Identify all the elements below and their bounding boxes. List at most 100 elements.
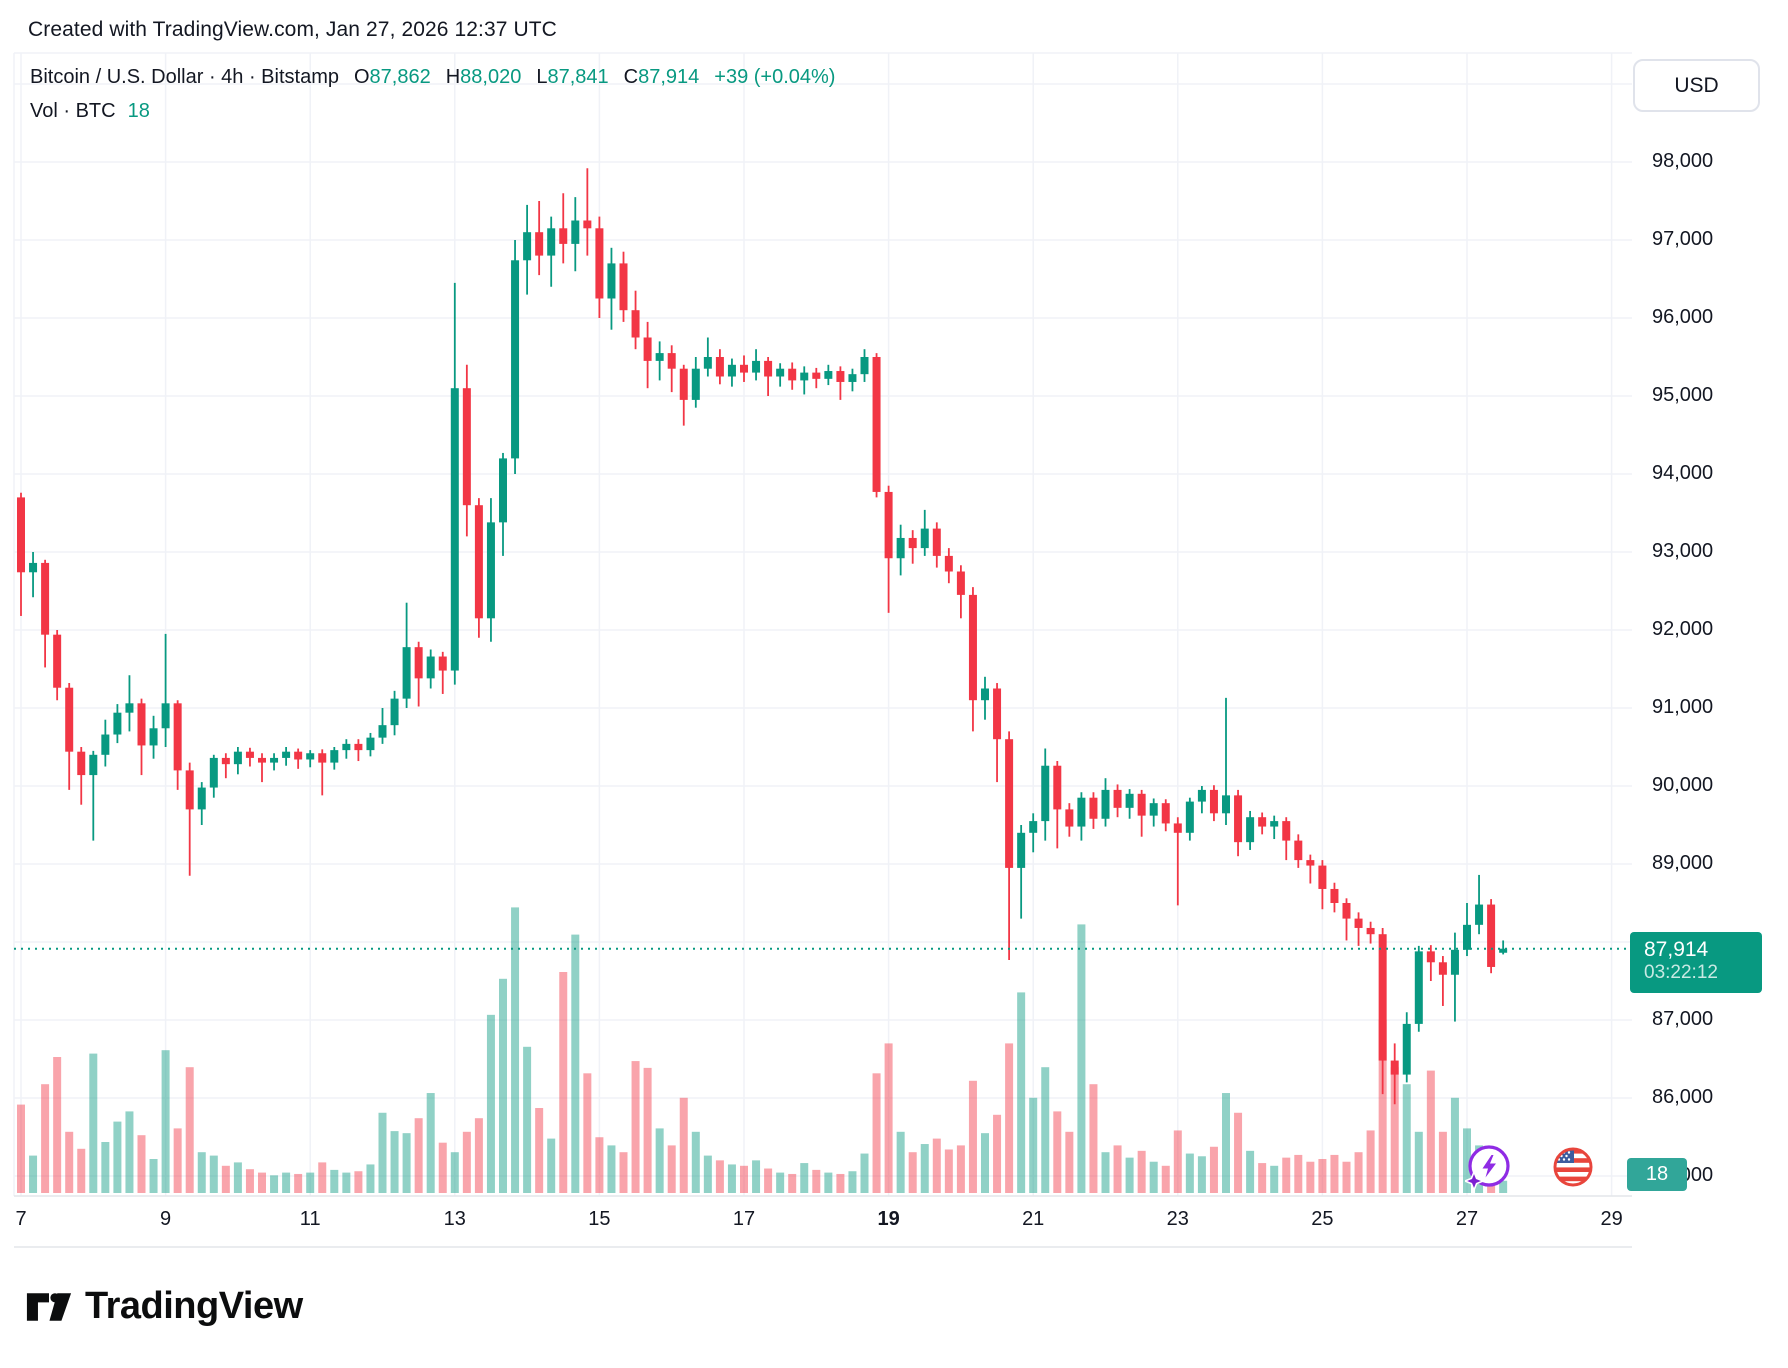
price-axis-label: 89,000 bbox=[1652, 852, 1714, 874]
candle-body bbox=[932, 528, 941, 556]
volume-bar bbox=[896, 1131, 905, 1193]
currency-usd-button[interactable]: USD bbox=[1633, 59, 1760, 112]
candle-body bbox=[752, 360, 761, 373]
price-scale[interactable]: USD 98,000 97,000 96,000 95,000 94,000 93,000… bbox=[1627, 0, 1788, 1247]
candle-body bbox=[1342, 903, 1351, 919]
volume-bar bbox=[836, 1173, 845, 1193]
volume-bar bbox=[968, 1080, 977, 1193]
volume-bar bbox=[1197, 1156, 1206, 1193]
candle-body bbox=[149, 728, 158, 746]
volume-bar bbox=[1234, 1112, 1243, 1193]
candle-body bbox=[1185, 801, 1194, 833]
candle-body bbox=[330, 750, 339, 763]
volume-bar bbox=[65, 1131, 74, 1193]
volume-bar bbox=[824, 1172, 833, 1193]
candle-body bbox=[1499, 948, 1508, 953]
volume-bar bbox=[462, 1131, 471, 1193]
volume-bar bbox=[727, 1164, 736, 1193]
candle-body bbox=[1414, 951, 1423, 1024]
candle-body bbox=[354, 743, 363, 751]
volume-bar bbox=[342, 1172, 351, 1193]
volume-bar bbox=[884, 1043, 893, 1193]
volume-bar bbox=[788, 1173, 797, 1193]
legend-row-volume: Vol · BTC 18 bbox=[30, 98, 835, 124]
volume-bar bbox=[860, 1153, 869, 1193]
last-price-value: 87,914 bbox=[1644, 938, 1709, 961]
volume-bar bbox=[245, 1169, 254, 1193]
volume-bar bbox=[137, 1135, 146, 1193]
volume-bar bbox=[29, 1155, 38, 1193]
time-axis-label: 15 bbox=[588, 1208, 611, 1230]
volume-bar bbox=[161, 1050, 170, 1193]
volume-bar bbox=[1173, 1130, 1182, 1193]
volume-value: 18 bbox=[127, 100, 150, 122]
volume-bar bbox=[402, 1133, 411, 1193]
candle-body bbox=[233, 751, 242, 765]
candle-body bbox=[691, 368, 700, 400]
candle-body bbox=[270, 757, 279, 763]
candle-body bbox=[535, 232, 544, 256]
volume-bar bbox=[378, 1112, 387, 1193]
volume-bar bbox=[1450, 1097, 1459, 1193]
last-price-badge: 87,914 03:22:12 bbox=[1630, 932, 1762, 993]
ohlc-open: O87,862 bbox=[353, 66, 431, 88]
candle-body bbox=[1065, 809, 1074, 827]
symbol-title[interactable]: Bitcoin / U.S. Dollar · 4h · Bitstamp bbox=[30, 66, 339, 88]
candle-body bbox=[282, 751, 291, 758]
candle-body bbox=[824, 371, 833, 379]
time-scale[interactable]: 7 9 11 13 15 17 19 21 23 25 27 29 bbox=[0, 1196, 1632, 1248]
volume-bar bbox=[1282, 1157, 1291, 1193]
volume-bar bbox=[595, 1137, 604, 1193]
volume-bar bbox=[1137, 1150, 1146, 1193]
candle-body bbox=[583, 220, 592, 229]
volume-bar bbox=[1077, 924, 1086, 1193]
candle-body bbox=[703, 357, 712, 369]
price-chart-canvas[interactable] bbox=[0, 0, 1632, 1248]
candle-body bbox=[1402, 1023, 1411, 1075]
volume-bar bbox=[258, 1172, 266, 1193]
candle-body bbox=[1438, 962, 1447, 975]
candle-body bbox=[993, 688, 1002, 740]
volume-bar bbox=[679, 1097, 688, 1193]
candle-body bbox=[414, 647, 423, 679]
time-axis-label: 23 bbox=[1166, 1208, 1189, 1230]
volume-bar bbox=[932, 1138, 941, 1193]
candle-body bbox=[258, 757, 266, 763]
candle-body bbox=[1089, 797, 1098, 819]
time-axis-label: 13 bbox=[443, 1208, 466, 1230]
candle-body bbox=[764, 360, 773, 377]
volume-bar bbox=[1065, 1131, 1074, 1193]
price-axis-label: 92,000 bbox=[1652, 618, 1714, 640]
volume-bar bbox=[1089, 1084, 1098, 1193]
volume-bar bbox=[53, 1057, 62, 1193]
volume-label[interactable]: Vol · BTC bbox=[30, 100, 116, 122]
volume-bar bbox=[1005, 1043, 1014, 1193]
volume-bar bbox=[920, 1144, 929, 1193]
time-axis-label: 11 bbox=[299, 1208, 321, 1230]
lightning-boost-icon[interactable] bbox=[1465, 1144, 1511, 1190]
volume-bar bbox=[330, 1169, 339, 1193]
candle-body bbox=[727, 364, 736, 377]
candle-body bbox=[294, 751, 303, 760]
candle-body bbox=[1161, 803, 1170, 824]
volume-bar bbox=[559, 972, 568, 1193]
tradingview-logo[interactable]: TradingView bbox=[26, 1285, 303, 1328]
ohlc-close: C87,914 bbox=[623, 66, 700, 88]
price-axis-label: 97,000 bbox=[1652, 228, 1714, 250]
us-flag-icon[interactable] bbox=[1550, 1144, 1596, 1190]
volume-bar bbox=[631, 1061, 640, 1193]
volume-bar bbox=[523, 1046, 532, 1193]
volume-bar bbox=[993, 1114, 1002, 1193]
volume-bar bbox=[691, 1131, 700, 1193]
candle-body bbox=[1101, 789, 1110, 819]
volume-bar bbox=[812, 1169, 821, 1193]
candle-body bbox=[619, 263, 628, 311]
candle-body bbox=[1053, 765, 1062, 810]
volume-bar bbox=[715, 1160, 724, 1193]
candle-body bbox=[679, 368, 688, 400]
candle-body bbox=[173, 703, 182, 771]
volume-bar bbox=[1053, 1111, 1062, 1193]
volume-bar bbox=[1258, 1163, 1267, 1193]
volume-bar bbox=[438, 1142, 447, 1193]
volume-bar bbox=[740, 1165, 748, 1193]
